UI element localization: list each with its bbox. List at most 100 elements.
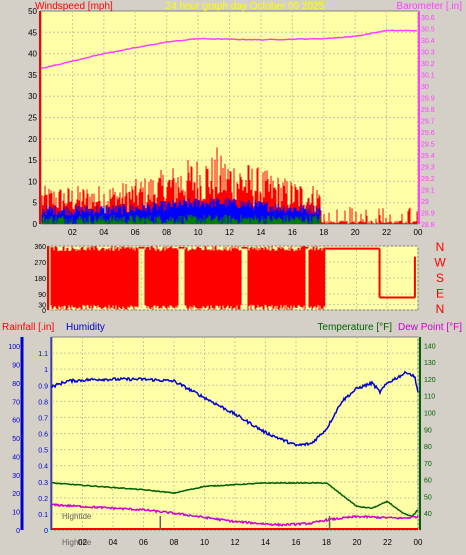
barometer-title: Barometer [.in] (396, 1, 462, 12)
baro-y-tick: 30.3 (421, 49, 435, 56)
rain-y-tick: 0.9 (38, 383, 48, 390)
wind-x-tick: 20 (351, 228, 360, 237)
temp-y-tick: 90 (424, 427, 432, 434)
temp-y-tick: 100 (424, 411, 436, 418)
rain-y-tick: 1 (44, 367, 48, 374)
humidity-y-tick: 70 (12, 399, 20, 406)
humidity-y-tick: 30 (12, 473, 20, 480)
humidity-x-tick: 16 (292, 538, 301, 547)
baro-y-tick: 29.3 (421, 164, 435, 171)
compass-label: N (436, 302, 445, 316)
temp-y-tick: 80 (424, 444, 432, 451)
wind-y-tick: 30 (28, 92, 37, 101)
rain-y-tick: 0 (44, 528, 48, 535)
baro-y-tick: 29 (421, 199, 429, 206)
baro-y-tick: 29.4 (421, 153, 435, 160)
wind-y-tick: 45 (28, 28, 37, 37)
humidity-y-tick: 90 (12, 363, 20, 370)
humidity-y-tick: 100 (8, 344, 20, 351)
humidity-y-tick: 80 (12, 381, 20, 388)
direction-y-tick: 180 (34, 276, 46, 283)
temp-y-tick: 120 (424, 377, 436, 384)
wind-x-tick: 00 (414, 228, 423, 237)
compass-label: W (434, 256, 446, 270)
wind-x-tick: 12 (225, 228, 234, 237)
rain-y-tick: 0.4 (38, 464, 48, 471)
baro-y-tick: 30.4 (421, 38, 435, 45)
wind-x-tick: 04 (99, 228, 108, 237)
baro-y-tick: 29.5 (421, 141, 435, 148)
humidity-x-tick: 20 (353, 538, 362, 547)
humidity-x-tick: 04 (109, 538, 118, 547)
rain-y-tick: 0.7 (38, 415, 48, 422)
humidity-x-tick: 12 (231, 538, 240, 547)
baro-y-tick: 29.6 (421, 130, 435, 137)
temp-y-tick: 60 (424, 478, 432, 485)
baro-y-tick: 30.1 (421, 72, 435, 79)
humidity-title: Humidity (66, 322, 105, 333)
graph-date-title: 24 hour graph day October 09 2025 (166, 1, 325, 12)
barometer-line (40, 29, 418, 70)
humidity-y-tick: 60 (12, 418, 20, 425)
humidity-y-tick: 20 (12, 491, 20, 498)
humidity-x-tick: 22 (383, 538, 392, 547)
compass-label: S (436, 271, 444, 285)
wind-x-tick: 18 (319, 228, 328, 237)
temp-y-tick: 50 (424, 494, 432, 501)
direction-y-tick: 90 (38, 292, 46, 299)
direction-y-tick: 30 (38, 303, 46, 310)
compass-label: N (436, 240, 445, 254)
humidity-y-tick: 40 (12, 454, 20, 461)
temp-y-tick: 140 (424, 343, 436, 350)
humidity-x-tick: 18 (322, 538, 331, 547)
baro-y-tick: 28.9 (421, 210, 435, 217)
wind-y-tick: 10 (28, 177, 37, 186)
baro-y-tick: 29.1 (421, 187, 435, 194)
dewpoint-line (51, 502, 419, 528)
wind-y-tick: 50 (28, 7, 37, 16)
humidity-y-tick: 10 (12, 510, 20, 517)
humidity-y-tick: 0 (16, 528, 20, 535)
wind-y-tick: 15 (28, 156, 37, 165)
rain-y-tick: 1.1 (38, 351, 48, 358)
baro-y-tick: 29.2 (421, 176, 435, 183)
humidity-y-tick: 50 (12, 436, 20, 443)
wind-y-tick: 40 (28, 50, 37, 59)
wind-y-tick: 25 (28, 114, 37, 123)
baro-y-tick: 29.8 (421, 107, 435, 114)
baro-y-tick: 30 (421, 84, 429, 91)
temp-y-tick: 70 (424, 461, 432, 468)
wind-x-tick: 16 (288, 228, 297, 237)
wind-y-tick: 35 (28, 71, 37, 80)
direction-y-tick: 360 (34, 244, 46, 251)
direction-y-tick: 270 (34, 260, 46, 267)
dewpoint-title: Dew Point [°F] (398, 322, 462, 333)
humidity-x-tick: 00 (414, 538, 423, 547)
rain-y-tick: 0.8 (38, 399, 48, 406)
wind-x-tick: 10 (194, 228, 203, 237)
wind-low-bars (41, 214, 321, 224)
temp-y-tick: 110 (424, 394, 435, 401)
humidity-x-tick: 02 (78, 538, 87, 547)
humidity-x-tick: 14 (261, 538, 270, 547)
wind-x-tick: 08 (162, 228, 171, 237)
rainfall-title: Rainfall [.in] (2, 322, 54, 333)
wind-y-tick: 5 (33, 199, 38, 208)
baro-y-tick: 28.8 (421, 222, 435, 229)
humidity-x-tick: 08 (170, 538, 179, 547)
wind-x-tick: 22 (382, 228, 391, 237)
direction-y-tick: 0 (42, 308, 46, 315)
windspeed-title: Windspeed [mph] (35, 1, 113, 12)
humidity-x-tick: 06 (139, 538, 148, 547)
baro-y-tick: 29.9 (421, 95, 435, 102)
hightide-label: Hightide (62, 512, 92, 521)
humidity-line (51, 370, 419, 447)
wind-y-tick: 20 (28, 135, 37, 144)
wind-y-tick: 0 (33, 220, 38, 229)
wind-x-tick: 02 (68, 228, 77, 237)
baro-y-tick: 30.2 (421, 61, 435, 68)
rain-y-tick: 0.5 (38, 448, 48, 455)
temperature-title: Temperature [°F] (317, 322, 392, 333)
temp-y-tick: 40 (424, 511, 432, 518)
